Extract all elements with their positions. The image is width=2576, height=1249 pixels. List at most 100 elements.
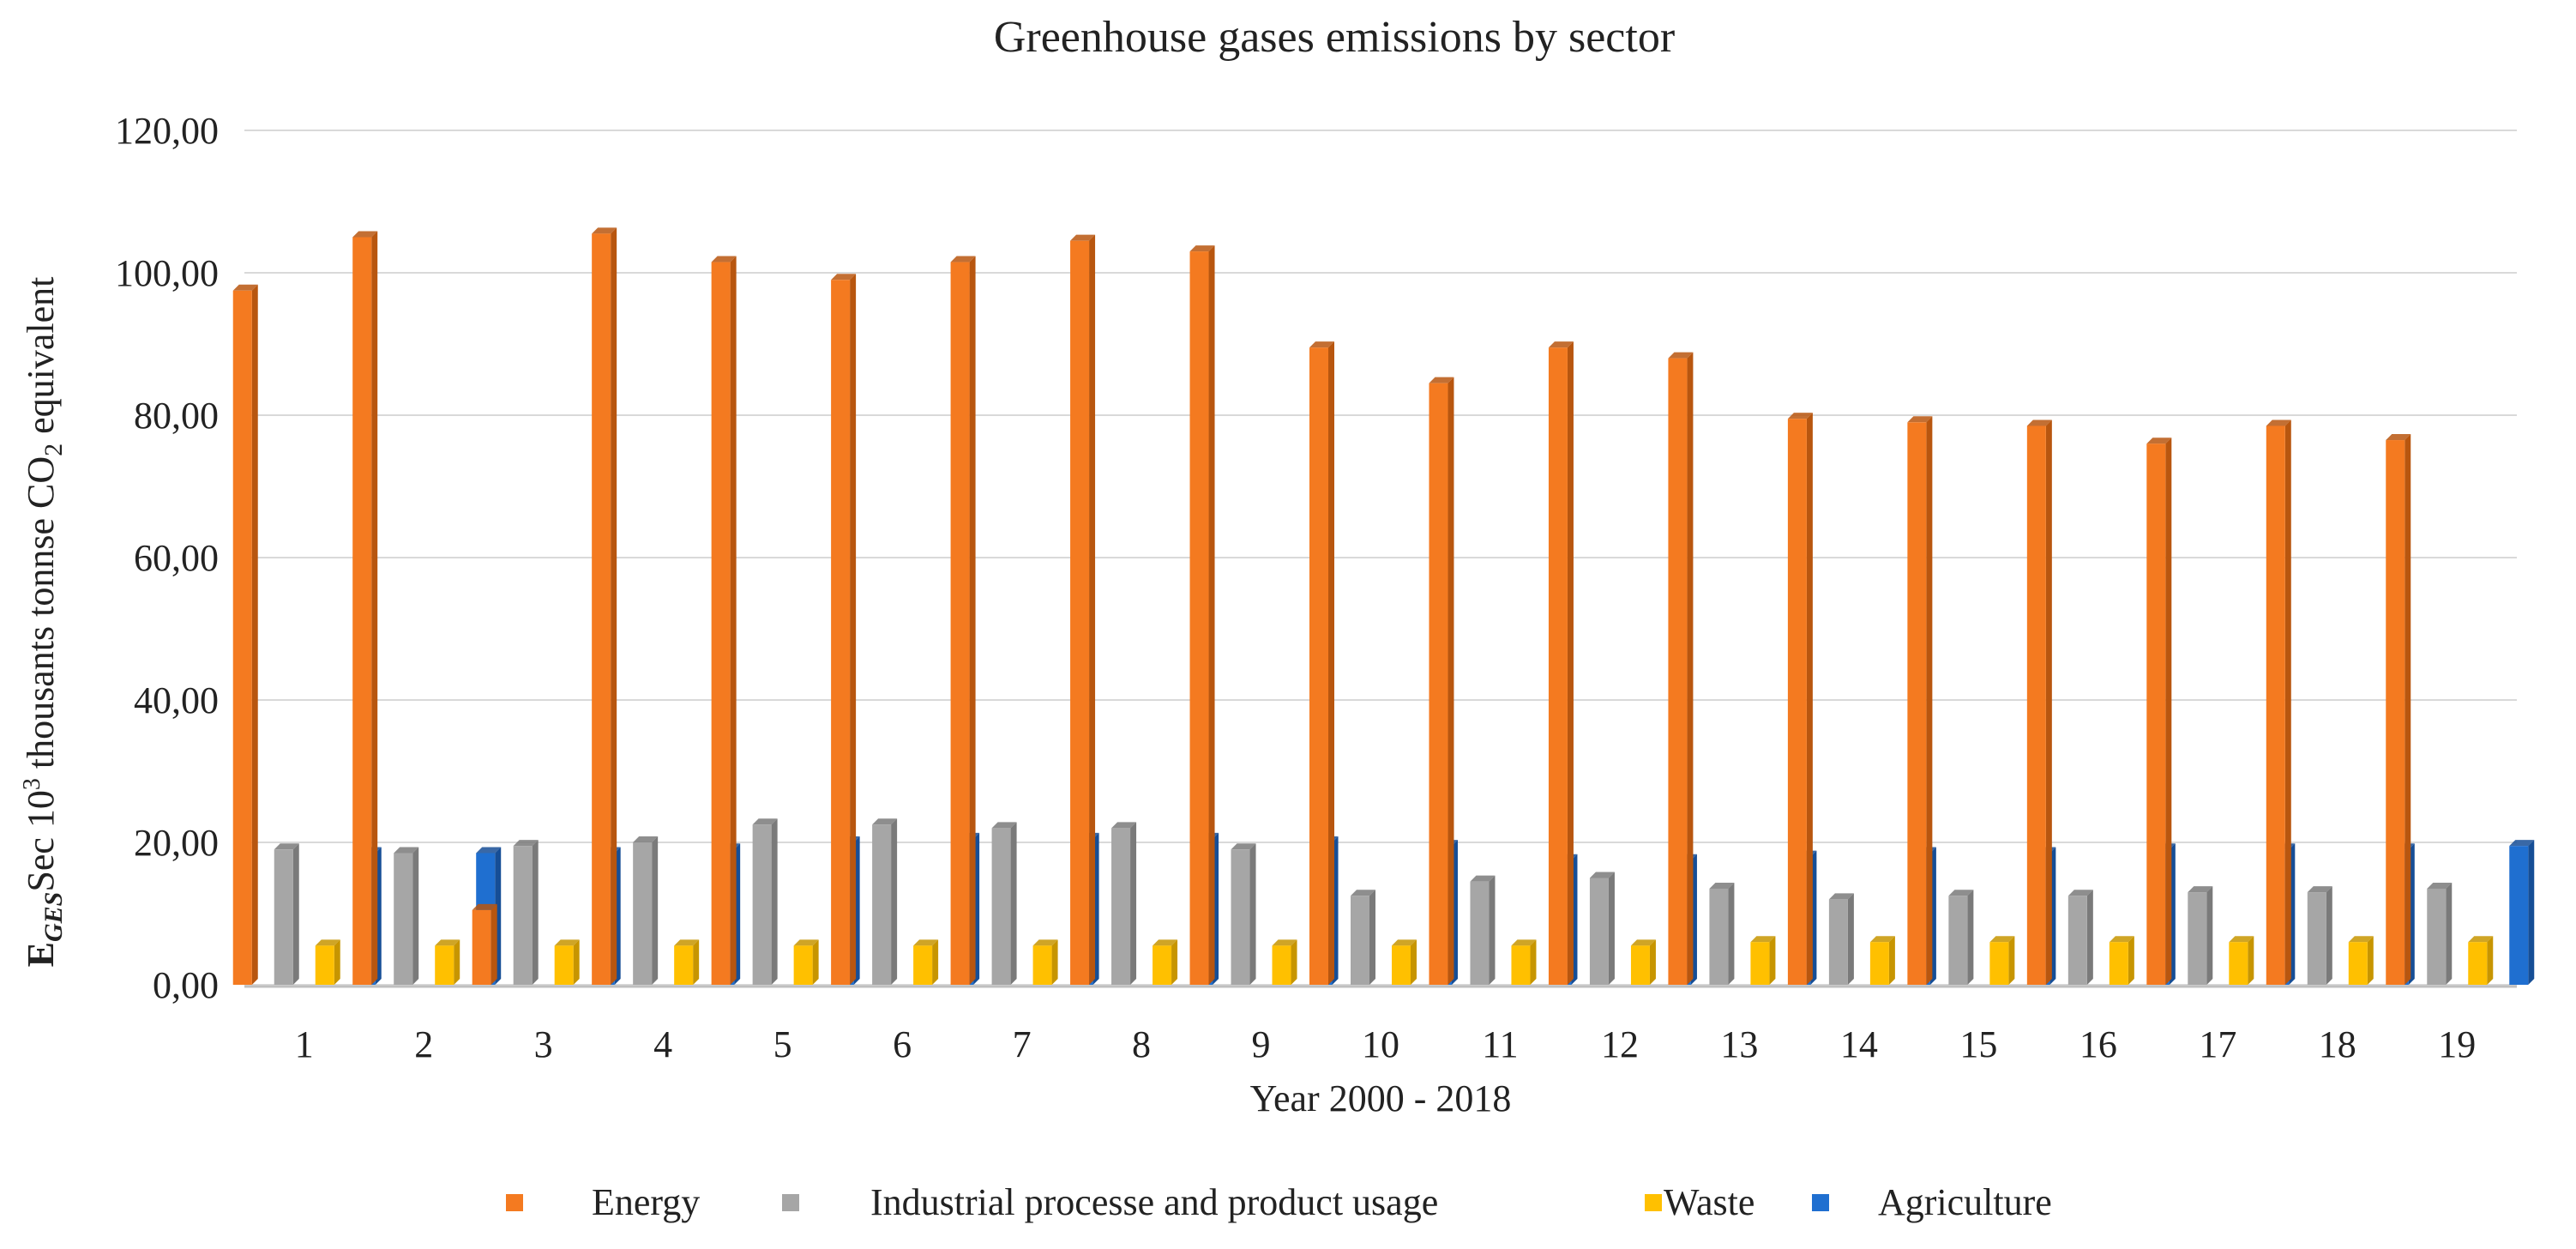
bar-side [1728,882,1735,985]
x-tick-label: 11 [1482,1023,1518,1065]
bar-waste-8 [1153,939,1178,985]
bar-front [1989,942,2009,985]
bar-top [2468,936,2494,943]
bar-side [1130,822,1137,985]
bar-top [674,939,700,946]
bar-side [292,843,299,985]
bar-side [1291,939,1297,985]
bar-waste-3 [554,939,580,985]
bar-waste-19 [2468,936,2494,985]
bar-side [1847,893,1854,985]
bar-industrial-5 [752,818,778,985]
bar-front [793,945,813,985]
bar-side [1608,872,1615,985]
bar-energy-9 [1189,245,1215,986]
bar-industrial-19 [2427,882,2453,985]
legend: Energy Industrial processe and product us… [506,1181,2052,1223]
bar-front [472,909,491,985]
bar-front [2386,440,2405,985]
bar-side [1649,939,1656,985]
bar-front [2509,846,2529,985]
bar-side [1051,939,1058,985]
bar-side [2248,936,2254,985]
bar-front [2026,425,2046,985]
bar-energy-17 [2146,437,2172,985]
bar-top [1548,341,1574,348]
bar-top [1429,377,1454,383]
bar-energy-12 [1548,341,1574,985]
bar-side [412,847,419,985]
bar-energy-10 [1309,341,1334,985]
x-tick-label: 9 [1252,1023,1271,1065]
bar-top [1392,939,1417,946]
legend-swatch [1645,1194,1662,1211]
bar-energy-1 [232,284,258,985]
bar-front [1511,945,1531,985]
y-axis-title-rest: thousants tonnse CO [20,456,62,778]
bar-top [991,822,1017,829]
bar-side [1369,890,1375,985]
bar-waste-5 [793,939,819,985]
bar-side [2487,936,2494,985]
bar-side [2008,936,2015,985]
bar-top [352,231,378,238]
bar-side [1089,234,1096,985]
bar-waste-14 [1869,936,1895,985]
bar-side [932,939,939,985]
bar-front [913,945,933,985]
bar-top [2026,419,2052,426]
bar-side [2446,882,2453,985]
bar-top [1828,893,1854,900]
bar-front [2348,942,2368,985]
legend-swatch [1812,1194,1829,1211]
bar-energy-4 [592,227,617,986]
bar-side [1967,890,1974,985]
bar-waste-1 [315,939,340,985]
bar-industrial-7 [991,822,1017,985]
y-axis-title-superscript: 3 [19,778,45,790]
bar-waste-17 [2229,936,2254,985]
x-tick-label: 7 [1013,1023,1032,1065]
bar-top [2386,434,2411,441]
bar-side [969,256,976,985]
bar-side [2326,886,2332,985]
bar-top [1272,939,1297,946]
bar-front [1470,881,1490,985]
bar-waste-7 [1032,939,1058,985]
bar-top [1511,939,1537,946]
bar-side [771,818,778,985]
x-tick-label: 10 [1362,1023,1399,1065]
bar-front [1309,347,1328,985]
bar-side [1249,843,1256,985]
bar-top [1589,872,1615,878]
y-axis-title: EGESSec 103 thousants tonnse CO2 equival… [19,277,68,968]
legend-item-agriculture: Agriculture [1812,1181,2052,1223]
bar-front [1828,899,1848,985]
bar-energy-18 [2266,419,2291,985]
x-tick-label: 12 [1601,1023,1639,1065]
bar-waste-13 [1750,936,1776,985]
bar-front [1948,896,1968,985]
bar-side [371,231,378,985]
bar-top [950,256,976,262]
bar-front [394,853,413,985]
bar-side [2128,936,2134,985]
y-tick-label: 60,00 [134,537,219,579]
y-tick-label: 40,00 [134,679,219,721]
gridlines [244,130,2517,988]
bar-front [711,262,731,985]
bar-top [872,818,898,825]
bar-top [1709,882,1735,889]
y-tick-label: 0,00 [153,964,219,1006]
bar-front [752,824,772,985]
bar-side [2367,936,2374,985]
bar-side [532,840,539,985]
bar-top [315,939,340,946]
legend-label: Energy [592,1181,700,1223]
x-axis-ticks: 1 2 3 4 5 6 7 8 9 10 11 12 13 14 15 16 17 18 19 [295,1023,2477,1065]
bar-side [1806,413,1813,985]
bar-top [1750,936,1776,943]
bar-side [2086,890,2093,985]
x-tick-label: 8 [1132,1023,1151,1065]
x-tick-label: 4 [653,1023,672,1065]
